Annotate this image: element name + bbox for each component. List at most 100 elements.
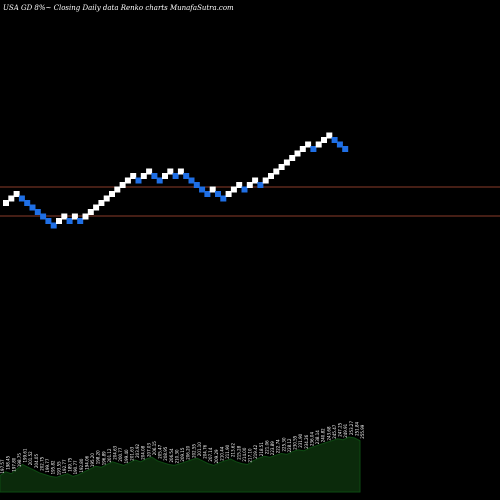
renko-brick-up [82, 213, 89, 220]
renko-brick-down [172, 173, 179, 179]
renko-brick-down [215, 191, 221, 197]
renko-brick-down [29, 204, 36, 211]
price-label: 193.55 [56, 461, 61, 475]
price-label: 245.47 [332, 424, 337, 438]
price-label: 231.90 [298, 433, 303, 447]
renko-brick-down [188, 177, 195, 184]
price-label: 204.05 [34, 454, 39, 468]
renko-brick-down [135, 177, 142, 184]
renko-brick-down [151, 173, 158, 179]
renko-brick-up [262, 177, 269, 184]
renko-brick-up [225, 191, 232, 197]
price-label: 203.92 [135, 443, 140, 457]
price-label: 198.75 [17, 453, 22, 467]
renko-brick-up [124, 177, 131, 184]
price-label: 213.62 [231, 443, 236, 457]
renko-brick-up [114, 186, 121, 193]
price-label: 206.20 [186, 445, 191, 459]
price-label: 222.74 [276, 439, 281, 453]
price-label: 199.77 [45, 458, 50, 472]
renko-brick-up [140, 173, 147, 179]
price-label: 200.77 [118, 447, 123, 461]
price-label: 197.57 [0, 459, 5, 473]
renko-brick-up [3, 200, 9, 206]
renko-brick-down [40, 213, 47, 220]
price-label: 247.25 [338, 422, 343, 436]
price-label: 209.15 [180, 447, 185, 461]
renko-brick-up [236, 182, 243, 188]
renko-brick-up [326, 132, 333, 139]
renko-brick-up [13, 191, 20, 197]
renko-brick-up [71, 213, 78, 220]
price-label: 217.10 [248, 448, 253, 462]
price-label: 192.77 [62, 459, 67, 473]
price-label: 196.89 [101, 451, 106, 465]
price-label: 204.08 [141, 445, 146, 459]
renko-brick-down [156, 177, 163, 184]
price-label: 207.14 [208, 447, 213, 461]
price-label: 219.42 [253, 444, 258, 458]
price-label: 202.55 [191, 443, 196, 457]
price-label: 194.06 [84, 455, 89, 469]
chart-title: USA GD 8%~ Closing Daily data Renko char… [3, 4, 234, 12]
price-label: 201.63 [129, 446, 134, 460]
renko-brick-up [119, 182, 126, 188]
price-label: 208.95 [163, 446, 168, 460]
renko-brick-up [278, 164, 285, 170]
price-label: 243.68 [326, 426, 331, 440]
price-label: 201.12 [107, 448, 112, 462]
renko-brick-up [93, 204, 100, 211]
price-label: 206.54 [169, 448, 174, 462]
price-label: 234.26 [304, 434, 309, 448]
volume-area [0, 436, 361, 493]
price-label: 236.04 [309, 432, 314, 446]
renko-brick-down [45, 218, 52, 224]
price-label: 202.75 [39, 456, 44, 470]
price-label: 195.82 [51, 460, 56, 474]
price-label: 197.80 [11, 457, 16, 471]
renko-brick-down [342, 146, 349, 152]
price-label: 195.20 [90, 453, 95, 467]
volume-area-path [0, 436, 361, 493]
renko-brick-up [268, 173, 274, 179]
renko-brick-down [193, 182, 200, 188]
price-label: 198.20 [96, 450, 101, 464]
renko-brick-down [204, 191, 211, 197]
renko-brick-up [109, 191, 115, 197]
price-label: 253.27 [349, 421, 354, 435]
renko-brick-down [220, 195, 227, 202]
renko-brick-up [230, 186, 237, 193]
renko-brick-up [273, 168, 280, 175]
price-label: 249.91 [343, 423, 348, 437]
price-label: 215.28 [236, 445, 241, 459]
price-label: 210.44 [219, 446, 224, 460]
renko-brick-up [61, 213, 68, 220]
renko-bricks [3, 132, 349, 229]
renko-brick-down [183, 173, 190, 179]
renko-brick-down [199, 186, 206, 193]
renko-brick-up [98, 200, 105, 206]
price-label: 251.84 [354, 421, 359, 435]
price-label: 190.77 [73, 460, 78, 474]
renko-brick-up [315, 141, 322, 148]
renko-brick-up [56, 218, 62, 224]
renko-brick-up [283, 159, 290, 166]
price-label: 228.12 [287, 438, 292, 452]
price-label: 189.75 [68, 457, 73, 471]
resistance-lines [0, 186, 500, 217]
price-label: 207.03 [146, 443, 151, 457]
renko-brick-up [177, 168, 184, 175]
price-label: 192.80 [79, 458, 84, 472]
renko-brick-up [146, 168, 153, 175]
renko-brick-up [209, 186, 216, 193]
price-label: 209.29 [214, 449, 219, 463]
price-label: 206.15 [152, 441, 157, 455]
renko-brick-up [130, 173, 137, 179]
renko-brick-up [289, 155, 296, 161]
renko-brick-up [103, 195, 110, 202]
price-label: 240.82 [321, 428, 326, 442]
price-label: 218.51 [259, 442, 264, 456]
renko-brick-down [331, 137, 338, 143]
renko-brick-down [310, 146, 317, 152]
price-labels: 197.57 198.45 197.80 198.75 199.61 201.52 204.… [0, 421, 365, 476]
